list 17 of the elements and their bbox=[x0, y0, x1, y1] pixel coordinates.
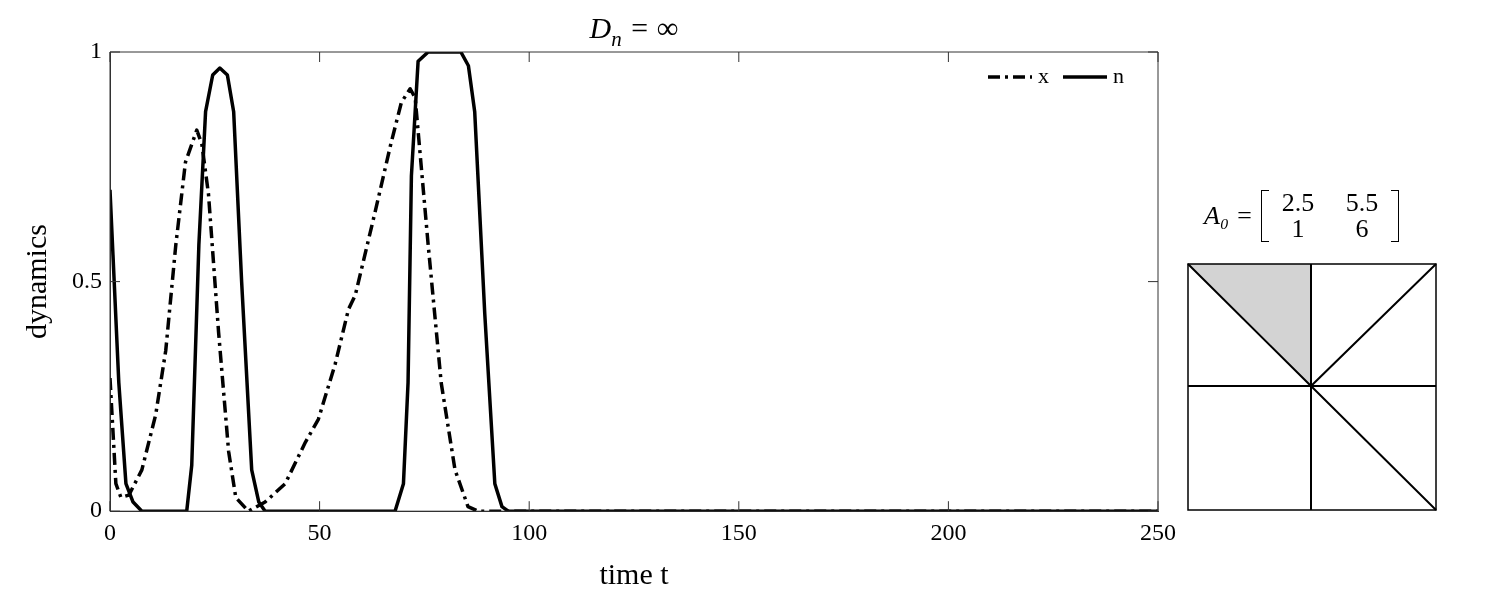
text: 6 bbox=[1354, 214, 1370, 243]
text: 2.5 bbox=[1280, 188, 1316, 217]
x-axis-title: time t bbox=[599, 556, 670, 590]
y-tick-label: 0 bbox=[90, 496, 102, 523]
text: 5.5 bbox=[1344, 188, 1380, 217]
y-axis-title: dynamics bbox=[18, 224, 52, 340]
x-tick-label: 250 bbox=[1140, 518, 1176, 545]
legend-label: x bbox=[1038, 62, 1049, 88]
y-tick-label: 0.5 bbox=[72, 266, 102, 293]
x-tick-label: 50 bbox=[307, 518, 332, 545]
text: A₀ = bbox=[1204, 201, 1253, 231]
x-tick-label: 200 bbox=[930, 518, 967, 545]
text: 1 bbox=[1290, 214, 1306, 243]
x-tick-label: 100 bbox=[511, 518, 548, 545]
x-tick-label: 150 bbox=[720, 518, 757, 545]
legend-label: n bbox=[1113, 62, 1124, 88]
y-tick-label: 1 bbox=[90, 37, 102, 64]
